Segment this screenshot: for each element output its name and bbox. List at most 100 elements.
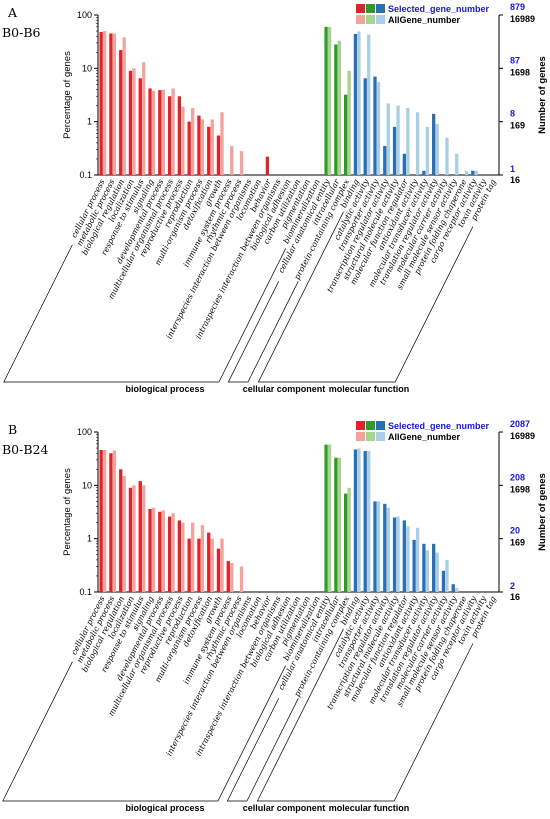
- bar-all: [191, 108, 195, 175]
- y2-selected-tick-label: 8: [510, 109, 515, 119]
- group-bracket: [226, 698, 299, 802]
- bar-all: [347, 487, 351, 592]
- bar-selected: [226, 561, 230, 592]
- legend-swatch-selected: [356, 4, 365, 13]
- bar-all: [210, 119, 214, 175]
- bar-all: [122, 37, 126, 175]
- bar-all: [102, 31, 107, 176]
- group-bracket: [3, 244, 287, 383]
- bar-all: [239, 566, 244, 592]
- bar-selected: [392, 517, 397, 592]
- bar-all: [357, 448, 361, 592]
- bar-selected: [363, 78, 367, 175]
- legend-label-selected: Selected_gene_number: [388, 421, 490, 431]
- y-tick-label: 0.1: [79, 170, 92, 180]
- bar-all: [464, 170, 469, 175]
- bar-selected: [353, 34, 358, 176]
- bar-all: [347, 70, 351, 175]
- bar-selected: [148, 508, 152, 592]
- bar-all: [200, 525, 205, 592]
- bar-selected: [402, 520, 406, 592]
- bar-all: [132, 68, 136, 175]
- bar-selected: [187, 538, 191, 592]
- bar-all: [200, 119, 205, 175]
- bar-all: [435, 552, 439, 592]
- bar-all: [112, 33, 117, 175]
- bar-all: [455, 587, 459, 592]
- bar-selected: [148, 88, 152, 175]
- bar-selected: [471, 170, 475, 175]
- group-label-molecular-function: molecular function: [329, 384, 410, 394]
- bar-all: [220, 112, 224, 175]
- y-tick-label: 1: [87, 534, 92, 544]
- chart-panel-a: AB0-B61008791698910871698181690.1116Perc…: [2, 2, 548, 394]
- y-axis-title: Percentage of genes: [62, 468, 73, 556]
- group-bracket: [227, 281, 299, 383]
- bar-selected: [128, 70, 133, 175]
- bar-selected: [158, 90, 162, 175]
- y2-all-tick-label: 169: [510, 538, 525, 548]
- y2-all-tick-label: 169: [510, 121, 525, 131]
- y2-selected-tick-label: 87: [510, 55, 520, 65]
- bar-all: [406, 526, 410, 592]
- bar-all: [425, 126, 430, 175]
- legend-label-all: AllGene_number: [388, 432, 461, 442]
- bar-all: [161, 89, 165, 175]
- y2-all-tick-label: 16989: [510, 14, 535, 24]
- bar-all: [367, 34, 371, 176]
- bar-selected: [207, 126, 211, 175]
- bar-selected: [422, 170, 426, 175]
- legend-swatch-selected: [376, 421, 385, 430]
- bar-all: [220, 538, 224, 592]
- legend-label-selected: Selected_gene_number: [388, 4, 490, 14]
- y2-selected-tick-label: 20: [510, 526, 520, 536]
- bar-selected: [422, 543, 426, 592]
- bar-selected: [197, 115, 201, 175]
- y2-all-tick-label: 16989: [510, 431, 535, 441]
- bar-selected: [353, 449, 358, 592]
- legend-swatch-all: [366, 432, 375, 441]
- legend-swatch-selected: [366, 421, 375, 430]
- panel-title: B0-B6: [2, 25, 41, 40]
- bar-selected: [128, 487, 133, 592]
- bar-all: [151, 507, 156, 592]
- bar-all: [435, 124, 439, 175]
- bar-all: [239, 151, 244, 175]
- bar-all: [142, 485, 146, 592]
- group-bracket: [257, 211, 474, 383]
- bar-selected: [167, 516, 172, 592]
- panel-title: B0-B24: [2, 442, 49, 457]
- bar-all: [337, 40, 342, 175]
- bar-selected: [197, 538, 201, 592]
- bar-all: [230, 145, 234, 175]
- bar-selected: [334, 44, 338, 175]
- bar-selected: [187, 121, 191, 175]
- bar-selected: [373, 501, 377, 592]
- bar-selected: [119, 50, 123, 176]
- bar-all: [474, 170, 478, 175]
- bar-all: [386, 507, 390, 592]
- y-tick-label: 1: [87, 117, 92, 127]
- group-label-cellular-component: cellular component: [243, 384, 326, 394]
- bar-selected: [451, 584, 455, 592]
- bar-all: [230, 562, 234, 592]
- y2-selected-tick-label: 208: [510, 472, 525, 482]
- bar-all: [327, 26, 332, 175]
- y2-all-tick-label: 16: [510, 592, 520, 602]
- bar-selected: [177, 520, 182, 592]
- group-label-cellular-component: cellular component: [243, 803, 326, 813]
- legend-swatch-all: [376, 15, 385, 24]
- y-tick-label: 0.1: [79, 587, 92, 597]
- chart-panel-b: B B0-B24 100 2087 16989 10 208 1698 1 20 169 0.1 216…: [2, 419, 548, 813]
- bar-selected: [344, 94, 348, 175]
- bar-all: [415, 527, 420, 592]
- y2-selected-tick-label: 1: [510, 164, 515, 174]
- bar-selected: [334, 457, 338, 592]
- y-tick-label: 100: [77, 10, 92, 20]
- bar-all: [455, 153, 459, 175]
- group-label-biological-process: biological process: [125, 803, 204, 813]
- group-bracket: [256, 628, 474, 802]
- bar-selected: [402, 153, 406, 175]
- bar-selected: [392, 126, 397, 175]
